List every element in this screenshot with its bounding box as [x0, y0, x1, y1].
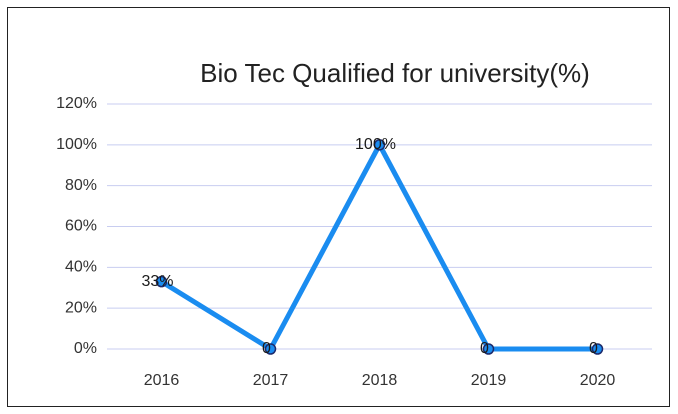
- x-tick-label: 2016: [144, 372, 180, 389]
- data-label: 33%: [141, 273, 173, 290]
- data-label: 0: [480, 340, 489, 357]
- y-tick-label: 40%: [65, 259, 97, 276]
- data-label: 100%: [355, 136, 396, 153]
- x-tick-label: 2020: [580, 372, 616, 389]
- data-label: 0: [589, 340, 598, 357]
- chart-title: Bio Tec Qualified for university(%): [200, 58, 590, 88]
- marker: [482, 343, 495, 355]
- x-tick-label: 2017: [253, 372, 289, 389]
- y-tick-label: 60%: [65, 218, 97, 235]
- marker: [264, 343, 277, 355]
- marker: [155, 275, 168, 288]
- y-tick-label: 120%: [56, 95, 97, 112]
- y-tick-label: 80%: [65, 177, 97, 194]
- data-label: 0: [262, 340, 271, 357]
- chart-border: [7, 7, 670, 407]
- y-tick-label: 100%: [56, 136, 97, 153]
- marker: [373, 139, 386, 151]
- marker: [591, 343, 604, 355]
- x-tick-label: 2019: [471, 372, 507, 389]
- y-tick-label: 20%: [65, 299, 97, 316]
- x-tick-label: 2018: [362, 372, 398, 389]
- y-tick-label: 0%: [74, 340, 97, 357]
